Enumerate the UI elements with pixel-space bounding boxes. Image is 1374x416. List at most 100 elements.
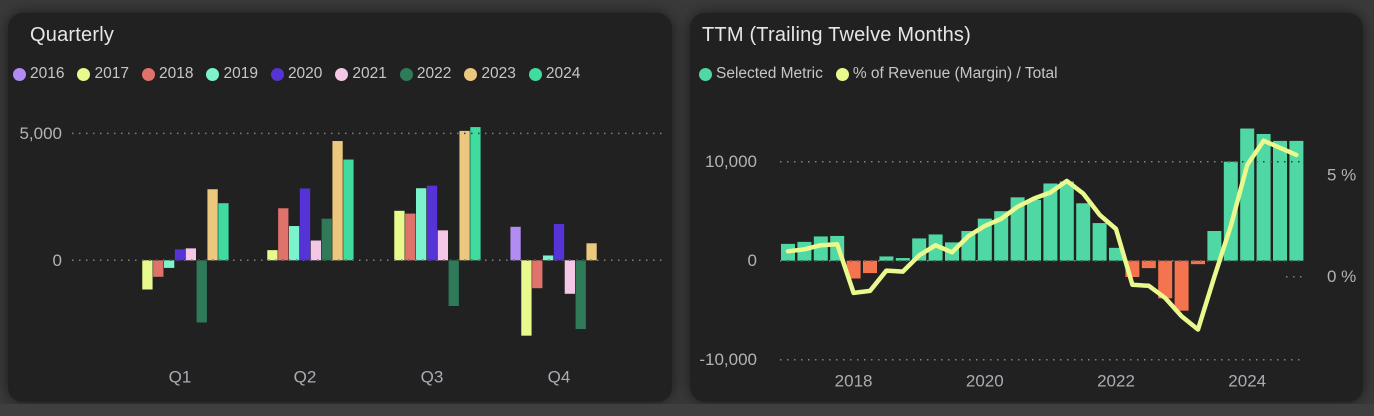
bar-2018-Q1[interactable] (153, 260, 164, 277)
ttm-bar[interactable] (813, 236, 828, 261)
ttm-bar[interactable] (863, 260, 877, 274)
bar-2020-Q2[interactable] (299, 188, 311, 261)
bar-2017-Q1[interactable] (142, 260, 153, 290)
bar-2023-Q1[interactable] (207, 189, 218, 261)
bar-2019-Q4[interactable] (542, 255, 554, 261)
bar-2022-Q4[interactable] (575, 260, 586, 330)
ttm-bar[interactable] (1043, 183, 1058, 261)
bar-2020-Q4[interactable] (553, 224, 565, 261)
legend-dot (206, 67, 220, 81)
legend-label: 2018 (158, 65, 194, 82)
ttm-bar[interactable] (846, 260, 861, 279)
bar-2020-Q1[interactable] (174, 249, 186, 261)
legend-item-2019[interactable]: 2019 (206, 65, 258, 83)
legend-dot (464, 67, 478, 81)
legend-label: 2019 (223, 65, 258, 82)
ttm-bar[interactable] (1092, 223, 1107, 261)
x-axis-label: Q2 (294, 368, 317, 387)
ttm-combo-chart[interactable]: 10,000 0 -10,000 5 % 0 % 2018 2020 2022 2024 (690, 13, 1363, 402)
legend-dot (270, 67, 284, 81)
bar-2019-Q3[interactable] (415, 188, 427, 261)
ttm-bar[interactable] (1158, 260, 1173, 299)
ttm-chart-title: TTM (Trailing Twelve Months) (702, 24, 971, 46)
bar-2024-Q2[interactable] (343, 159, 354, 261)
bar-2019-Q1[interactable] (163, 260, 175, 268)
bar-2022-Q2[interactable] (321, 218, 332, 261)
legend-label: 2020 (287, 65, 323, 82)
bar-2024-Q3[interactable] (470, 127, 481, 261)
legend-dot (399, 67, 413, 81)
ttm-bar[interactable] (879, 256, 894, 261)
legend-item-2021[interactable]: 2021 (335, 65, 387, 83)
y-axis-tick: 0 (53, 251, 62, 270)
ttm-bar[interactable] (1027, 199, 1041, 261)
y-axis-tick-left: 10,000 (705, 152, 757, 171)
ttm-bar[interactable] (1059, 181, 1074, 261)
legend-item-2023[interactable]: 2023 (464, 65, 516, 83)
legend-dot (13, 67, 26, 81)
legend-item-selected-metric[interactable]: Selected Metric (699, 65, 823, 83)
bar-2022-Q1[interactable] (196, 260, 207, 323)
ttm-bar[interactable] (1191, 260, 1205, 265)
y-axis-tick-left: -10,000 (699, 350, 757, 369)
ttm-bar[interactable] (1207, 231, 1222, 261)
bar-2016-Q4[interactable] (510, 226, 521, 261)
legend-item-2020[interactable]: 2020 (270, 65, 323, 83)
quarterly-chart-title: Quarterly (30, 24, 115, 46)
x-axis-label: 2018 (835, 372, 873, 391)
bar-2018-Q4[interactable] (532, 260, 543, 289)
legend-item-2024[interactable]: 2024 (528, 65, 581, 83)
window-bottom-strip (0, 404, 1374, 416)
y-axis-tick-right: 0 % (1327, 267, 1356, 286)
quarterly-bar-chart[interactable]: 5,000 0 Q1 Q2 Q3 Q4 (8, 13, 672, 402)
bar-2021-Q2[interactable] (310, 240, 322, 261)
bar-2023-Q3[interactable] (459, 130, 470, 261)
legend-item-2022[interactable]: 2022 (399, 65, 451, 83)
bar-2018-Q3[interactable] (405, 213, 416, 261)
bar-2017-Q4[interactable] (521, 260, 532, 336)
legend-item-2018[interactable]: 2018 (141, 65, 194, 83)
ttm-bar[interactable] (1141, 260, 1156, 269)
x-axis-label: 2024 (1228, 372, 1266, 391)
legend-item-2016[interactable]: 2016 (13, 65, 64, 83)
y-axis-tick-right: 5 % (1327, 166, 1356, 185)
ttm-bar[interactable] (895, 258, 910, 261)
legend-dot (835, 67, 849, 81)
bar-2024-Q1[interactable] (218, 203, 229, 261)
legend-label: % of Revenue (Margin) / Total (852, 65, 1058, 82)
legend-label: 2016 (30, 65, 65, 82)
legend-label: 2021 (352, 65, 387, 82)
legend-dot (335, 67, 349, 81)
bar-2021-Q3[interactable] (437, 230, 449, 261)
bar-2017-Q2[interactable] (267, 250, 278, 261)
bar-2023-Q2[interactable] (332, 141, 343, 261)
ttm-bar[interactable] (1273, 140, 1287, 261)
legend-item-2017[interactable]: 2017 (77, 65, 129, 83)
ttm-bar[interactable] (994, 211, 1009, 261)
x-axis-label: Q4 (548, 368, 571, 387)
legend-item-of-revenue-margin-total[interactable]: % of Revenue (Margin) / Total (835, 65, 1058, 83)
bar-2023-Q4[interactable] (586, 243, 597, 261)
margin-line[interactable] (785, 138, 1299, 332)
x-axis-label: Q3 (421, 368, 444, 387)
ttm-bar[interactable] (1010, 197, 1025, 261)
bar-2020-Q3[interactable] (426, 185, 438, 261)
ttm-chart-panel: TTM (Trailing Twelve Months) Selected Me… (690, 13, 1363, 402)
bar-2022-Q3[interactable] (448, 260, 459, 306)
ttm-bar[interactable] (1174, 260, 1189, 311)
bar-2019-Q2[interactable] (288, 226, 300, 261)
y-axis-tick: 5,000 (19, 124, 62, 143)
ttm-bar[interactable] (1240, 128, 1255, 261)
bar-2018-Q2[interactable] (278, 208, 289, 261)
bar-2017-Q3[interactable] (394, 210, 405, 261)
ttm-bar[interactable] (1256, 133, 1271, 261)
bar-2021-Q4[interactable] (564, 260, 576, 294)
legend-label: 2024 (545, 65, 581, 82)
legend-dot (528, 67, 542, 81)
quarterly-legend: 2016 2017 2018 2019 2020 2021 2022 2023 2024 (13, 65, 580, 83)
ttm-bar[interactable] (1289, 140, 1304, 261)
x-axis-label: 2022 (1097, 372, 1135, 391)
ttm-bar[interactable] (1109, 247, 1123, 261)
bar-2021-Q1[interactable] (185, 248, 197, 261)
ttm-bar[interactable] (1076, 203, 1091, 261)
